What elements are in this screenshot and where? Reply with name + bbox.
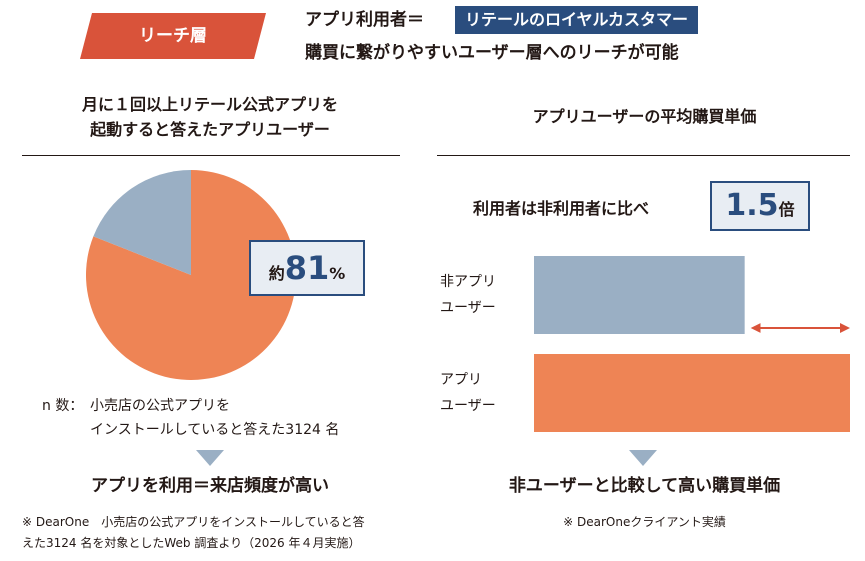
- ratio-unit: 倍: [778, 200, 795, 219]
- pie-chart: [86, 170, 296, 380]
- ratio-callout: 1.5倍: [710, 181, 810, 231]
- left-footnote-line1: ※ DearOne 小売店の公式アプリをインストールしていると答: [22, 515, 365, 529]
- left-footnote-line2: えた3124 名を対象としたWeb 調査より（2026 年４月実施）: [22, 536, 361, 550]
- bar-category-label: 非アプリ: [440, 274, 496, 290]
- bar-category-label: アプリ: [440, 372, 482, 388]
- tag-parallelogram: [80, 13, 266, 59]
- pie-callout: 約81%: [249, 240, 365, 296]
- reach-layer-tag: リーチ層: [80, 13, 266, 59]
- bar-non-app-users: [534, 256, 745, 334]
- callout-value: 81: [284, 249, 330, 287]
- left-title-line2: 起動すると答えたアプリユーザー: [90, 120, 330, 139]
- tag-shape: [80, 13, 266, 59]
- pie-slice-others: [93, 170, 191, 275]
- sample-size-label: n 数：: [42, 398, 84, 414]
- bar-category-label: ユーザー: [440, 398, 496, 414]
- headline-subtext: 購買に繋がりやすいユーザー層へのリーチが可能: [305, 43, 679, 63]
- callout-unit: %: [329, 264, 346, 283]
- right-section-title: アプリユーザーの平均購買単価: [532, 107, 757, 126]
- right-conclusion: 非ユーザーと比較して高い購買単価: [508, 476, 781, 496]
- tag-label: リーチ層: [139, 26, 207, 46]
- left-down-arrow: [196, 450, 224, 466]
- bar-app-users: [534, 354, 850, 432]
- sample-size-line2: インストールしていると答えた3124 名: [90, 422, 340, 438]
- ratio-text: 利用者は非利用者に比べ: [473, 199, 650, 218]
- left-title-line1: 月に１回以上リテール公式アプリを: [81, 95, 338, 114]
- ratio-value: 1.5: [725, 188, 779, 223]
- right-down-arrow: [629, 450, 657, 466]
- bar-category-label: ユーザー: [440, 300, 496, 316]
- headline-prefix: アプリ利用者＝: [305, 10, 424, 30]
- callout-prefix: 約: [268, 264, 285, 283]
- left-divider: [22, 155, 400, 156]
- bars-group: [534, 256, 850, 432]
- left-conclusion: アプリを利用＝来店頻度が高い: [91, 476, 329, 496]
- headline-highlight: リテールのロイヤルカスタマー: [455, 6, 699, 34]
- sample-size-line1: 小売店の公式アプリを: [90, 398, 230, 414]
- right-footnote: ※ DearOneクライアント実績: [563, 515, 726, 529]
- pie-slice-app-users: [86, 170, 296, 380]
- left-section-title: 月に１回以上リテール公式アプリを 起動すると答えたアプリユーザー: [20, 92, 400, 142]
- right-divider: [437, 155, 850, 156]
